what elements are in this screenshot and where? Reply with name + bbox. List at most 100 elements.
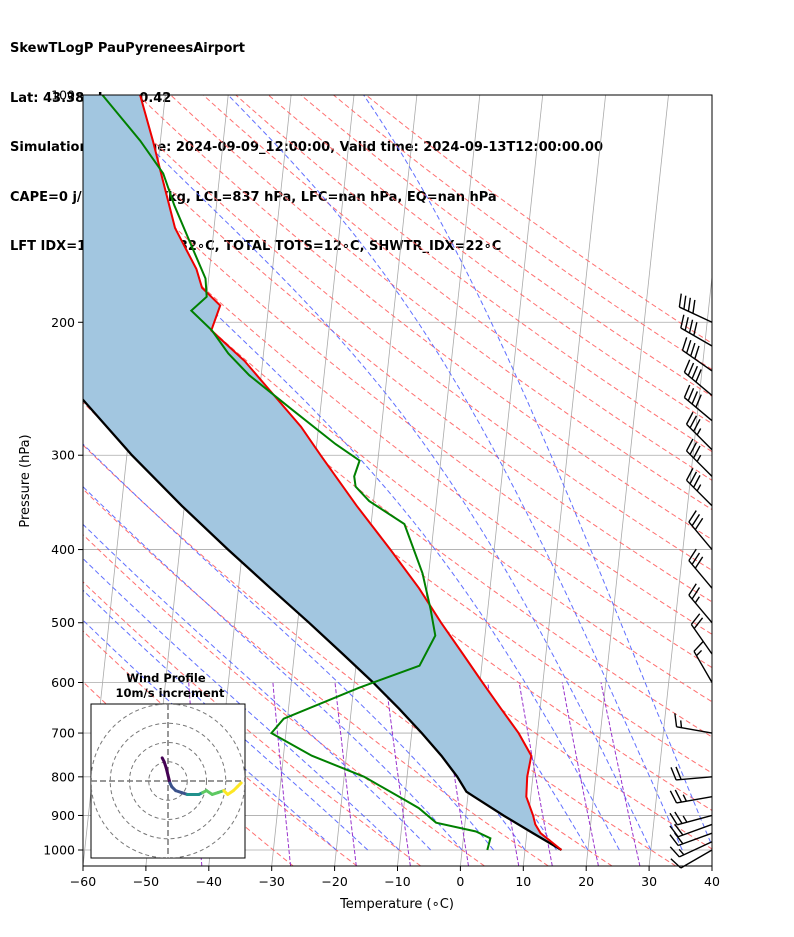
dry-adiabat-line [365, 95, 712, 344]
wind-barb [685, 467, 713, 507]
dry-adiabat-line [333, 95, 712, 371]
wind-barb-flag [669, 825, 679, 838]
wind-barb-flag [687, 297, 691, 312]
wind-barb [669, 811, 713, 826]
wind-barb-flag [688, 583, 697, 596]
x-tick-label: −50 [133, 874, 159, 889]
mixing-ratio-line [385, 682, 411, 866]
wind-barb-staff [683, 371, 713, 396]
wind-barb-staff [683, 397, 713, 422]
wind-barb-flag [691, 587, 701, 600]
wind-barb-flag [683, 384, 691, 398]
wind-barb-flag [675, 766, 682, 780]
wind-barb-staff [677, 814, 713, 826]
wind-barb-staff [688, 560, 713, 589]
wind-barb-half-flag [696, 454, 702, 462]
moist-adiabat-line [83, 182, 620, 851]
wind-barb-flag [690, 613, 701, 625]
wind-barb-staff [677, 832, 713, 847]
y-tick-label: 1000 [43, 843, 75, 858]
cin-area [83, 95, 562, 850]
dry-adiabat-line [235, 95, 712, 453]
wind-barb-half-flag [694, 596, 700, 604]
wind-barb-half-flag [678, 848, 685, 856]
wind-barb-flag [674, 713, 678, 727]
dry-adiabat-line [300, 95, 712, 397]
wind-barb [683, 384, 713, 422]
wind-barb-staff [688, 521, 713, 551]
wind-barb [669, 789, 713, 804]
isotherm-line [648, 272, 712, 866]
wind-barb-flag [683, 295, 687, 310]
wind-barb-flag [688, 510, 697, 523]
moist-adiabat-line [98, 95, 652, 851]
wind-barb-flag [694, 345, 700, 360]
wind-barb-flag [674, 789, 683, 803]
dry-adiabat-line [83, 172, 712, 669]
wind-barb-half-flag [696, 428, 702, 436]
wind-barb-half-flag [695, 649, 703, 657]
isotherm-line [775, 95, 794, 866]
wind-barb-flag [695, 394, 702, 408]
wind-barb-flag [685, 467, 694, 481]
wind-barb-flag [694, 556, 704, 569]
hodograph-ring [148, 761, 188, 801]
wind-barb-flag [669, 846, 680, 858]
y-tick-label: 100 [51, 88, 75, 103]
mixing-ratio-line [272, 682, 292, 866]
y-axis-ticks: 1000 900 800 700 600 500 400 300 200 100 [43, 88, 83, 858]
y-tick-label: 800 [51, 769, 75, 784]
hodograph-subtitle: 10m/s increment [116, 686, 225, 700]
y-tick-label: 200 [51, 315, 75, 330]
x-tick-label: −60 [70, 874, 96, 889]
wind-barb [670, 849, 713, 869]
wind-barb-flag [689, 442, 698, 455]
cin-shading [83, 95, 562, 850]
x-tick-label: 40 [704, 874, 720, 889]
wind-barb-flag [669, 790, 678, 804]
wind-barb [683, 359, 713, 396]
wind-barb-flag [694, 517, 704, 531]
wind-barb-flag [688, 548, 697, 561]
wind-barb-staff [676, 796, 713, 804]
moist-adiabat-line [83, 619, 337, 851]
wind-barb-staff [676, 776, 713, 781]
wind-barb-flag [678, 293, 682, 308]
moist-adiabat-line [83, 485, 463, 851]
parcel-profile-line [83, 398, 563, 851]
wind-barb [685, 438, 713, 477]
hodograph-title: Wind Profile [126, 671, 206, 685]
moist-adiabat-line [363, 95, 712, 848]
y-tick-label: 900 [51, 808, 75, 823]
isotherm-line [334, 95, 418, 866]
isotherm-line [522, 95, 606, 866]
wind-barb [693, 640, 713, 683]
wind-barb-flag [683, 359, 691, 373]
mixing-ratio-line [334, 682, 357, 866]
wind-barb [670, 766, 713, 781]
wind-barbs [669, 293, 713, 869]
x-tick-label: −40 [196, 874, 222, 889]
mixing-ratio-line [561, 682, 599, 866]
wind-barb-staff [680, 327, 713, 347]
wind-barb-half-flag [680, 720, 683, 728]
wind-barb-staff [677, 823, 713, 838]
wind-barb-flag [681, 337, 688, 351]
moist-adiabat-line [83, 589, 369, 851]
wind-barb-flag [692, 445, 701, 459]
wind-barb-flag [669, 812, 678, 826]
x-tick-label: 0 [456, 874, 464, 889]
wind-barb-flag [693, 322, 698, 336]
wind-barb-flag [692, 418, 701, 432]
wind-barb-flag [684, 317, 689, 331]
x-axis-label: Temperature (∘C) [339, 897, 454, 912]
y-tick-label: 700 [51, 726, 75, 741]
wind-barb-flag [689, 471, 698, 485]
dry-adiabat-line [83, 533, 485, 866]
wind-barb [680, 314, 713, 347]
wind-barb-flag [669, 834, 679, 846]
y-axis-label: Pressure (hPa) [18, 434, 33, 527]
dewpoint-line [101, 95, 492, 851]
sounding-profiles [83, 95, 563, 851]
